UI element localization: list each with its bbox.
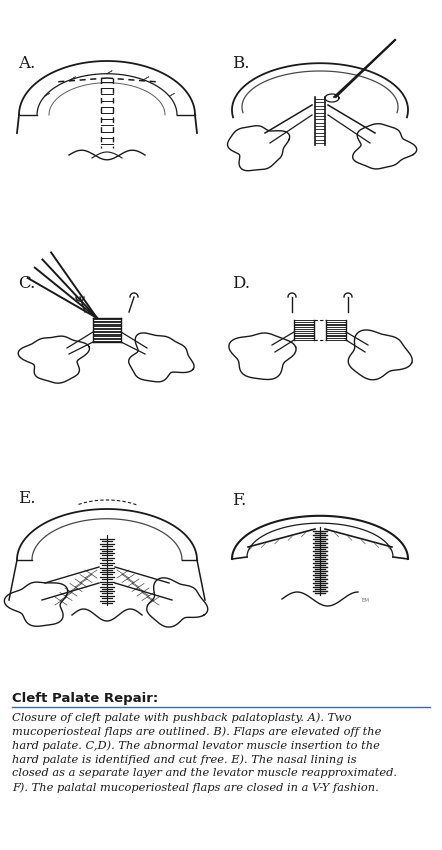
Text: B.: B. <box>232 55 249 72</box>
Text: E.: E. <box>18 490 35 507</box>
Text: D.: D. <box>232 275 250 292</box>
Text: F.: F. <box>232 492 246 509</box>
Text: Closure of cleft palate with pushback palatoplasty. A). Two
mucoperiosteal flaps: Closure of cleft palate with pushback pa… <box>12 712 397 792</box>
Text: C.: C. <box>18 275 35 292</box>
Text: Cleft Palate Repair:: Cleft Palate Repair: <box>12 692 158 705</box>
Text: EM: EM <box>362 598 370 603</box>
Text: A.: A. <box>18 55 35 72</box>
